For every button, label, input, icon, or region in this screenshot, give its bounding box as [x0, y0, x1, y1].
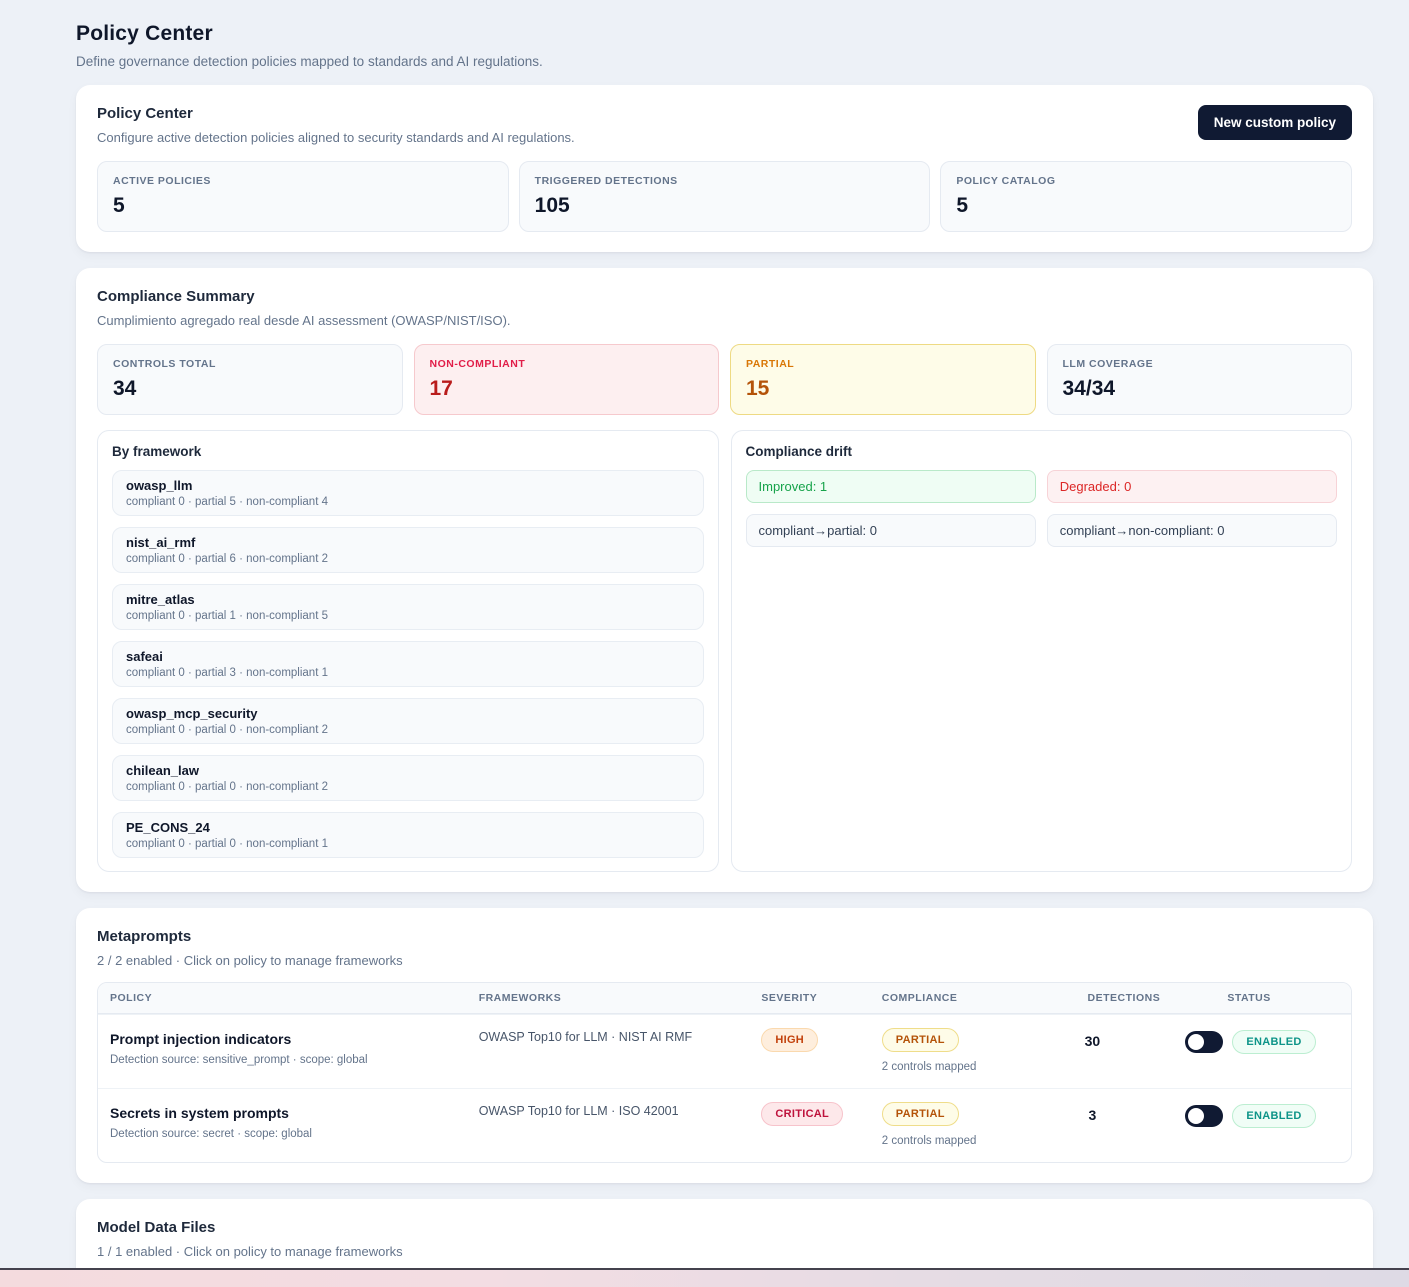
metaprompts-table: POLICY FRAMEWORKS SEVERITY COMPLIANCE DE…: [97, 982, 1352, 1163]
framework-name: owasp_mcp_security: [126, 706, 258, 721]
stat-value: 34: [113, 377, 137, 400]
new-custom-policy-button[interactable]: New custom policy: [1197, 105, 1352, 140]
frameworks-cell: OWASP Top10 for LLM · NIST AI RMF: [478, 1030, 693, 1044]
compliance-summary-title: Compliance Summary: [97, 288, 255, 305]
framework-detail: compliant 0 · partial 0 · non-compliant …: [126, 724, 328, 736]
framework-name: PE_CONS_24: [126, 820, 210, 835]
policy-center-card: Policy Center Configure active detection…: [76, 85, 1373, 252]
framework-detail: compliant 0 · partial 0 · non-compliant …: [126, 838, 328, 850]
stat-label: LLM COVERAGE: [1062, 358, 1154, 370]
stat-label: CONTROLS TOTAL: [113, 358, 216, 370]
policy-name: Secrets in system prompts: [110, 1105, 289, 1121]
by-framework-panel: By framework owasp_llm compliant 0 · par…: [97, 430, 719, 872]
table-row-prompt-injection[interactable]: Prompt injection indicators Detection so…: [98, 1014, 1351, 1088]
framework-item-chilean-law: chilean_law compliant 0 · partial 0 · no…: [112, 755, 704, 801]
col-frameworks: FRAMEWORKS: [478, 992, 562, 1004]
compliance-drift-panel: Compliance drift Improved: 1 Degraded: 0…: [730, 430, 1352, 872]
table-row-secrets-in-system-prompts[interactable]: Secrets in system prompts Detection sour…: [98, 1088, 1351, 1162]
stat-value: 17: [429, 377, 453, 400]
framework-item-owasp-mcp-security: owasp_mcp_security compliant 0 · partial…: [112, 698, 704, 744]
col-compliance: COMPLIANCE: [881, 992, 958, 1004]
framework-item-owasp-llm: owasp_llm compliant 0 · partial 5 · non-…: [112, 470, 704, 516]
stat-label: POLICY CATALOG: [956, 175, 1056, 187]
metaprompts-card: Metaprompts 2 / 2 enabled · Click on pol…: [76, 908, 1373, 1183]
framework-item-nist-ai-rmf: nist_ai_rmf compliant 0 · partial 6 · no…: [112, 527, 704, 573]
compliance-summary-card: Compliance Summary Cumplimiento agregado…: [76, 268, 1373, 892]
policy-center-card-title: Policy Center: [97, 105, 193, 122]
toggle-knob: [1188, 1108, 1205, 1124]
framework-name: nist_ai_rmf: [126, 535, 196, 550]
stat-value: 105: [534, 194, 570, 217]
page-title: Policy Center: [76, 22, 213, 45]
detections-count: 30: [1084, 1033, 1101, 1049]
by-framework-title: By framework: [112, 444, 202, 459]
metaprompts-title: Metaprompts: [97, 928, 192, 945]
stat-active-policies: ACTIVE POLICIES 5: [97, 161, 509, 232]
framework-detail: compliant 0 · partial 6 · non-compliant …: [126, 553, 328, 565]
framework-item-safeai: safeai compliant 0 · partial 3 · non-com…: [112, 641, 704, 687]
compliance-drift-title: Compliance drift: [745, 444, 853, 459]
policy-toggle[interactable]: [1185, 1105, 1224, 1127]
compliance-badge: PARTIAL: [881, 1028, 959, 1052]
stat-llm-coverage: LLM COVERAGE 34/34: [1046, 344, 1352, 415]
compliance-detail: 2 controls mapped: [881, 1135, 977, 1147]
status-badge: ENABLED: [1232, 1104, 1316, 1128]
page-subtitle: Define governance detection policies map…: [76, 54, 543, 69]
framework-detail: compliant 0 · partial 1 · non-compliant …: [126, 610, 328, 622]
stat-value: 5: [113, 194, 125, 217]
stat-controls-total: CONTROLS TOTAL 34: [97, 344, 403, 415]
drift-compliant-to-partial: compliant→partial: 0: [745, 514, 1036, 547]
metaprompts-subtitle: 2 / 2 enabled · Click on policy to manag…: [97, 953, 403, 968]
stat-policy-catalog: POLICY CATALOG 5: [940, 161, 1352, 232]
framework-item-pe-cons-24: PE_CONS_24 compliant 0 · partial 0 · non…: [112, 812, 704, 858]
frameworks-cell: OWASP Top10 for LLM · ISO 42001: [478, 1104, 679, 1118]
severity-badge: HIGH: [761, 1028, 819, 1052]
drift-compliant-to-noncompliant: compliant→non-compliant: 0: [1046, 514, 1337, 547]
stat-label: PARTIAL: [746, 358, 795, 370]
status-badge: ENABLED: [1232, 1030, 1316, 1054]
framework-detail: compliant 0 · partial 0 · non-compliant …: [126, 781, 328, 793]
stat-value: 5: [956, 194, 969, 217]
col-severity: SEVERITY: [761, 992, 818, 1004]
model-data-files-subtitle: 1 / 1 enabled · Click on policy to manag…: [97, 1244, 403, 1259]
framework-name: mitre_atlas: [126, 592, 195, 607]
col-status: STATUS: [1227, 992, 1271, 1004]
page-content: Policy Center Define governance detectio…: [76, 0, 1373, 1287]
stat-label: TRIGGERED DETECTIONS: [534, 175, 678, 187]
col-policy: POLICY: [110, 992, 153, 1004]
metaprompts-table-header: POLICY FRAMEWORKS SEVERITY COMPLIANCE DE…: [98, 983, 1351, 1014]
framework-name: owasp_llm: [126, 478, 193, 493]
drift-degraded: Degraded: 0: [1046, 470, 1337, 503]
framework-item-mitre-atlas: mitre_atlas compliant 0 · partial 1 · no…: [112, 584, 704, 630]
toggle-knob: [1188, 1034, 1205, 1050]
col-detections: DETECTIONS: [1087, 992, 1161, 1004]
severity-badge: CRITICAL: [761, 1102, 844, 1126]
policy-detail: Detection source: sensitive_prompt · sco…: [110, 1054, 368, 1066]
policy-toggle[interactable]: [1185, 1031, 1224, 1053]
framework-detail: compliant 0 · partial 3 · non-compliant …: [126, 667, 328, 679]
compliance-detail: 2 controls mapped: [881, 1061, 977, 1073]
stat-value: 34/34: [1062, 377, 1116, 400]
policy-center-card-desc: Configure active detection policies alig…: [97, 130, 575, 145]
compliance-badge: PARTIAL: [881, 1102, 959, 1126]
detections-count: 3: [1088, 1107, 1097, 1123]
compliance-summary-desc: Cumplimiento agregado real desde AI asse…: [97, 313, 511, 328]
drift-improved: Improved: 1: [745, 470, 1036, 503]
stat-label: ACTIVE POLICIES: [113, 175, 211, 187]
stat-label: NON-COMPLIANT: [429, 358, 526, 370]
stat-non-compliant: NON-COMPLIANT 17: [413, 344, 719, 415]
bottom-window-edge: [0, 1268, 1409, 1287]
stat-partial: PARTIAL 15: [730, 344, 1036, 415]
framework-name: safeai: [126, 649, 163, 664]
model-data-files-title: Model Data Files: [97, 1219, 216, 1236]
policy-name: Prompt injection indicators: [110, 1031, 292, 1047]
framework-name: chilean_law: [126, 763, 199, 778]
stat-triggered-detections: TRIGGERED DETECTIONS 105: [518, 161, 931, 232]
stat-value: 15: [746, 377, 770, 400]
policy-detail: Detection source: secret · scope: global: [110, 1128, 312, 1140]
framework-detail: compliant 0 · partial 5 · non-compliant …: [126, 496, 328, 508]
